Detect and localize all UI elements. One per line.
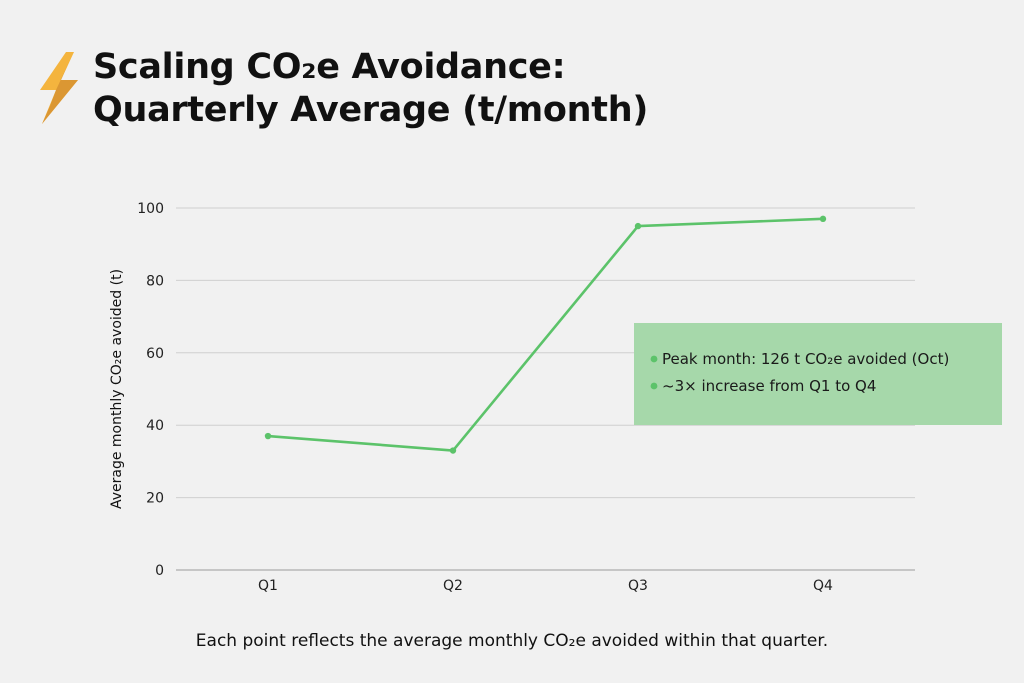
y-tick-label: 80 [146, 273, 164, 289]
chart-title-line-2: Quarterly Average (t/month) [93, 90, 649, 130]
chart-caption: Each point reflects the average monthly … [195, 631, 829, 651]
annotation-text: Peak month: 126 t CO₂e avoided (Oct) [662, 350, 949, 368]
series-line [266, 217, 825, 452]
data-point [819, 215, 827, 223]
x-tick-label: Q2 [443, 578, 463, 594]
chart-title-line-1: Scaling CO₂e Avoidance: [93, 47, 566, 87]
y-tick-label: 60 [146, 346, 164, 362]
lightning-bolt-icon [40, 52, 78, 124]
annotation-bullet [650, 355, 658, 363]
chart-title: Scaling CO₂e Avoidance: Quarterly Averag… [93, 46, 648, 132]
annotation-box [634, 323, 1002, 425]
annotation-text: ~3× increase from Q1 to Q4 [662, 377, 876, 395]
data-point [449, 447, 457, 454]
annotation-bullet [650, 382, 658, 390]
y-tick-label: 0 [155, 563, 164, 579]
x-tick-label: Q4 [813, 578, 833, 594]
y-axis-label: Average monthly CO₂e avoided (t) [109, 269, 125, 509]
y-tick-label: 100 [137, 201, 164, 217]
y-tick-label: 40 [146, 418, 164, 434]
x-tick-label: Q3 [628, 578, 648, 594]
y-tick-label: 20 [146, 491, 164, 507]
data-point [264, 432, 272, 440]
x-tick-label: Q1 [258, 578, 278, 594]
data-point [634, 222, 642, 230]
